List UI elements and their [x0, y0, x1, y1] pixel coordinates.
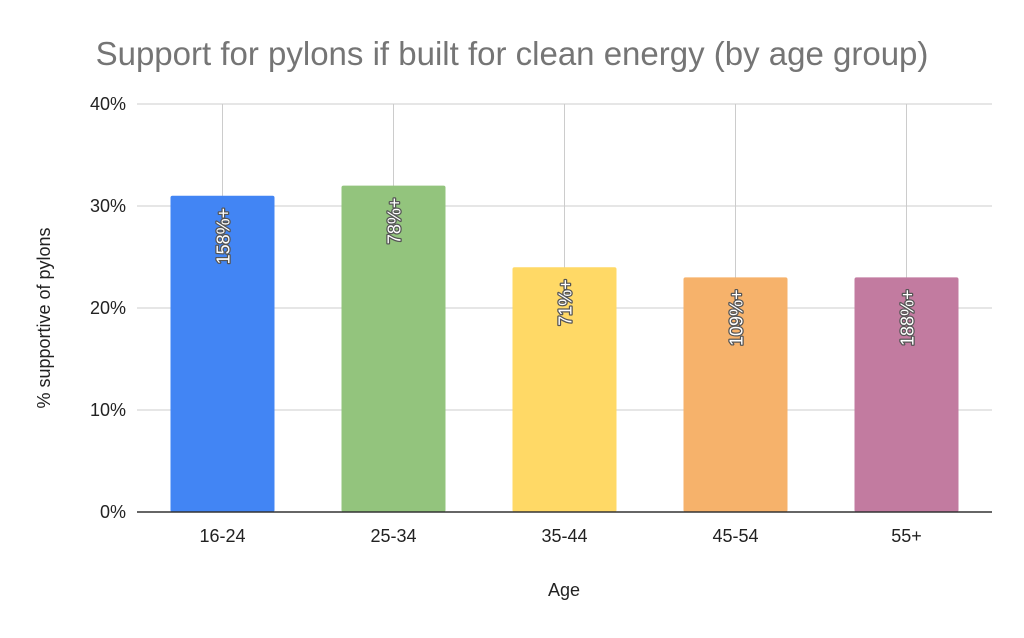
y-tick-label: 10% — [90, 400, 126, 420]
y-tick-label: 20% — [90, 298, 126, 318]
x-axis-title: Age — [548, 580, 580, 600]
x-tick-label: 16-24 — [199, 526, 245, 546]
bar-data-label: 71%+ — [556, 279, 576, 326]
x-tick-label: 55+ — [891, 526, 922, 546]
bar-data-label: 158%+ — [214, 208, 234, 265]
bar-55plus — [854, 277, 959, 512]
x-tick-label: 35-44 — [541, 526, 587, 546]
bar-data-label: 78%+ — [385, 198, 405, 245]
y-tick-label: 0% — [100, 502, 126, 522]
y-axis-ticks: 0% 10% 20% 30% 40% — [90, 94, 126, 522]
bar-25-34 — [341, 185, 446, 512]
bar-45-54 — [683, 277, 788, 512]
bar-data-label: 188%+ — [898, 289, 918, 346]
x-axis-ticks: 16-24 25-34 35-44 45-54 55+ — [199, 526, 921, 546]
bar-data-label: 109%+ — [727, 289, 747, 346]
y-axis-title: % supportive of pylons — [34, 227, 54, 408]
bar-16-24 — [170, 195, 275, 513]
y-tick-label: 30% — [90, 196, 126, 216]
data-labels: 158%+ 78%+ 71%+ 109%+ 188%+ — [212, 196, 919, 347]
bar-35-44 — [512, 267, 617, 512]
x-tick-label: 25-34 — [370, 526, 416, 546]
chart-title: Support for pylons if built for clean en… — [96, 35, 929, 72]
x-tick-label: 45-54 — [712, 526, 758, 546]
bars — [170, 185, 959, 513]
y-tick-label: 40% — [90, 94, 126, 114]
